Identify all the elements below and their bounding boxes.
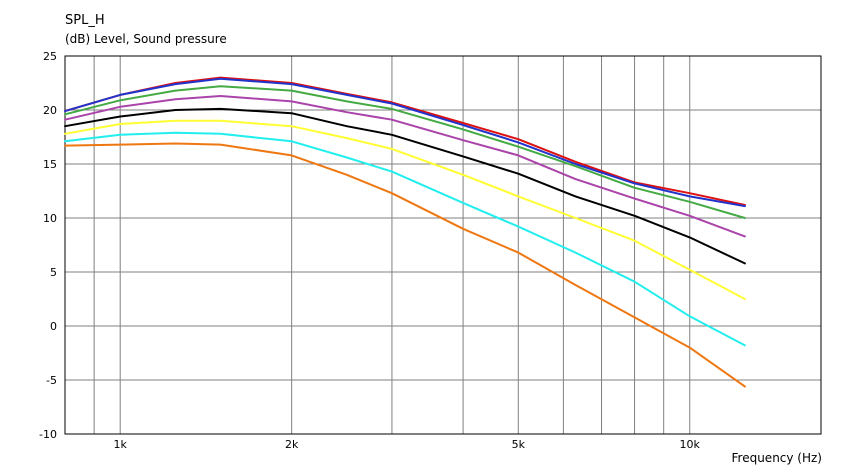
y-tick-label: -5	[46, 374, 57, 387]
x-tick-label: 5k	[512, 438, 526, 451]
series-line-3	[64, 85, 746, 219]
y-tick-labels: 25 20 15 10 5 0 -5 -10	[39, 50, 57, 441]
series-line-4	[64, 95, 746, 238]
y-tick-label: 25	[43, 50, 57, 63]
x-axis-label: Frequency (Hz)	[731, 451, 823, 465]
series-line-5	[64, 107, 746, 265]
x-tick-label: 2k	[285, 438, 299, 451]
x-tick-label: 10k	[680, 438, 701, 451]
series-line-2	[64, 77, 746, 208]
plot-frame	[64, 55, 822, 435]
chart-title: SPL_H	[65, 13, 105, 28]
series-line-7	[64, 131, 746, 347]
y-axis-label: (dB) Level, Sound pressure	[65, 32, 227, 46]
x-tick-labels: 1k 2k 5k 10k	[114, 438, 701, 451]
y-tick-label: 0	[50, 320, 57, 333]
series-line-6	[64, 119, 746, 300]
y-tick-label: 5	[50, 266, 57, 279]
series-lines	[64, 76, 746, 388]
y-tick-label: 10	[43, 212, 57, 225]
series-line-8	[64, 142, 746, 388]
y-tick-label: -10	[39, 428, 57, 441]
y-tick-label: 15	[43, 158, 57, 171]
x-tick-label: 1k	[114, 438, 128, 451]
y-tick-label: 20	[43, 104, 57, 117]
